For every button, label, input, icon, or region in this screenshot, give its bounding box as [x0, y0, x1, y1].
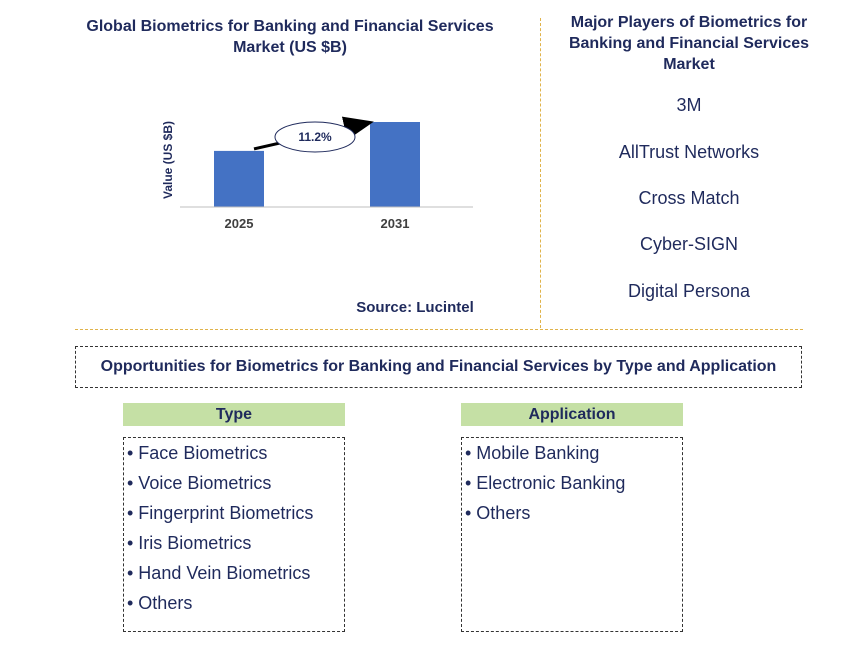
type-list: • Face Biometrics • Voice Biometrics • F… — [123, 437, 345, 632]
vertical-divider — [540, 18, 541, 328]
application-item: • Mobile Banking — [465, 443, 600, 463]
opportunities-title: Opportunities for Biometrics for Banking… — [75, 346, 802, 388]
application-list: • Mobile Banking • Electronic Banking • … — [461, 437, 683, 632]
y-axis-label: Value (US $B) — [161, 121, 175, 199]
bar-2025 — [214, 150, 264, 207]
application-header: Application — [461, 403, 683, 426]
growth-ellipse — [274, 121, 356, 153]
players-title: Major Players of Biometrics for Banking … — [568, 14, 810, 73]
type-item: • Iris Biometrics — [127, 533, 252, 553]
type-item: • Face Biometrics — [127, 443, 268, 463]
growth-label: 11.2% — [298, 130, 332, 144]
x-tick-label-2025: 2025 — [225, 216, 254, 231]
type-item: • Others — [127, 593, 193, 613]
player-alltrust-networks: AllTrust Networks — [618, 142, 760, 162]
type-header: Type — [123, 403, 345, 426]
bar-chart: Value (US $B) 2025 2031 11.2% — [161, 116, 473, 231]
application-item: • Electronic Banking — [465, 473, 626, 493]
type-item: • Voice Biometrics — [127, 473, 272, 493]
type-item: • Hand Vein Biometrics — [127, 563, 311, 583]
application-item: • Others — [465, 503, 531, 523]
x-tick-label-2031: 2031 — [381, 216, 410, 231]
horizontal-divider — [75, 329, 803, 330]
bar-2031 — [370, 122, 420, 207]
player-cyber-sign: Cyber-SIGN — [639, 234, 738, 254]
type-item: • Fingerprint Biometrics — [127, 503, 314, 523]
player-cross-match: Cross Match — [638, 188, 740, 208]
source-note: Source: Lucintel — [356, 299, 474, 316]
player-3m: 3M — [676, 95, 702, 115]
player-digital-persona: Digital Persona — [627, 281, 751, 301]
chart-title: Global Biometrics for Banking and Financ… — [86, 18, 494, 56]
